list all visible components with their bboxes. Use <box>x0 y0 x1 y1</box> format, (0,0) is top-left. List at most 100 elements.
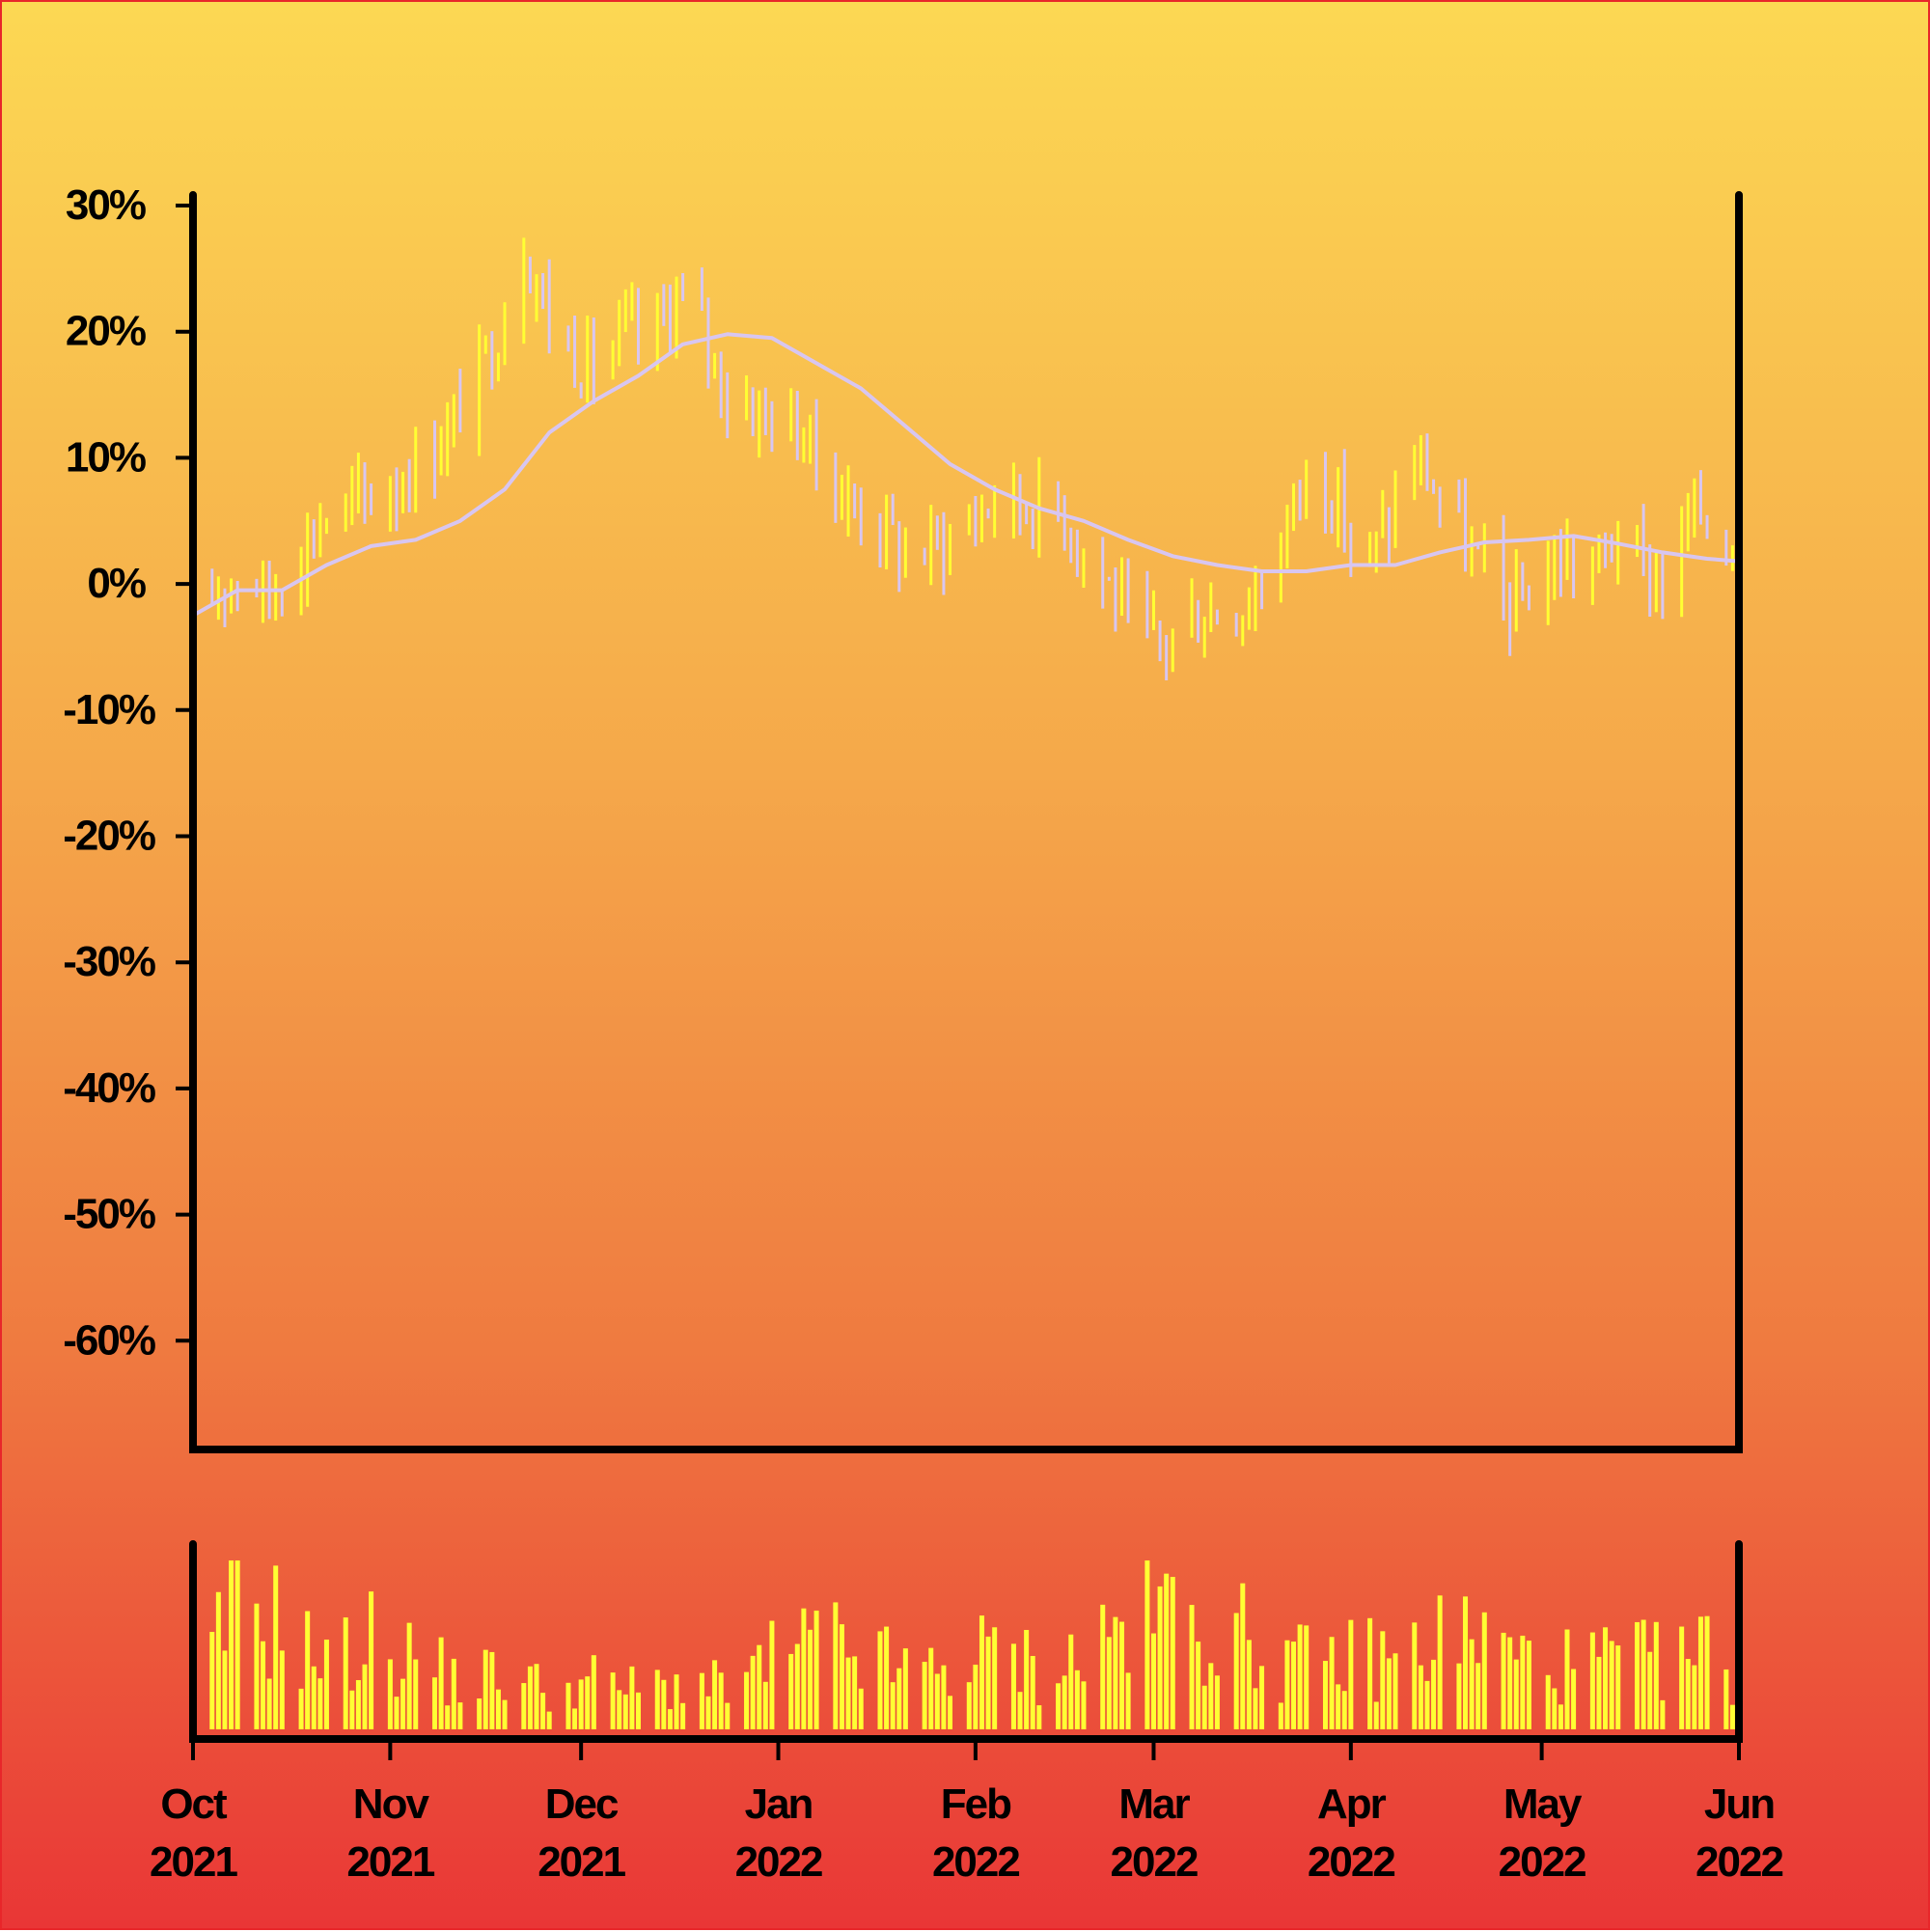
volume-bar <box>705 1696 711 1729</box>
volume-bar <box>750 1655 756 1729</box>
volume-bar <box>1589 1632 1595 1729</box>
volume-bar <box>209 1631 215 1729</box>
volume-bar <box>343 1617 348 1729</box>
volume-bar <box>1469 1639 1475 1729</box>
price-axis-frame <box>189 191 1743 1453</box>
volume-bar <box>852 1656 858 1729</box>
volume-bar <box>1036 1705 1042 1729</box>
volume-bar <box>1125 1672 1131 1729</box>
volume-bar <box>445 1705 451 1729</box>
volume-bar <box>387 1659 393 1729</box>
volume-bar <box>1685 1659 1691 1729</box>
x-tick-label-month: Jan <box>745 1780 813 1828</box>
volume-bar <box>890 1682 896 1729</box>
volume-bar <box>1201 1685 1207 1729</box>
volume-bar <box>279 1650 285 1729</box>
volume-bar <box>1253 1688 1258 1729</box>
volume-bar <box>495 1689 501 1729</box>
volume-bar <box>725 1702 731 1729</box>
volume-bar <box>1246 1640 1252 1729</box>
volume-bar <box>1463 1596 1469 1729</box>
volume-bar <box>400 1678 406 1729</box>
volume-bar <box>902 1648 908 1729</box>
volume-bar <box>273 1565 279 1729</box>
volume-bar <box>1380 1631 1386 1729</box>
volume-bar <box>572 1708 578 1729</box>
volume-bar <box>1062 1675 1067 1729</box>
volume-bar <box>896 1668 902 1729</box>
price-bars-group <box>191 237 1741 681</box>
volume-bar <box>1329 1637 1335 1729</box>
volume-bar <box>877 1631 883 1729</box>
volume-bar <box>1074 1670 1080 1729</box>
volume-bar <box>973 1664 979 1729</box>
volume-bar <box>979 1615 984 1729</box>
volume-bar <box>1170 1577 1175 1729</box>
volume-bar <box>1635 1621 1640 1729</box>
volume-bar <box>833 1602 839 1729</box>
volume-bar <box>635 1692 641 1729</box>
y-tick-label: 30% <box>66 181 146 229</box>
volume-bar <box>610 1672 616 1729</box>
volume-bar <box>451 1658 456 1729</box>
volume-bar <box>298 1688 304 1729</box>
volume-bar <box>1240 1583 1246 1729</box>
volume-bar <box>718 1672 724 1729</box>
volume-bar <box>1723 1669 1729 1729</box>
volume-bar <box>1647 1651 1653 1729</box>
volume-bar <box>1603 1627 1609 1729</box>
y-tick-label: -60% <box>63 1316 155 1364</box>
volume-bar <box>654 1670 660 1729</box>
volume-bar <box>1373 1701 1379 1729</box>
volume-bar <box>948 1696 953 1729</box>
volume-bar <box>1017 1692 1023 1729</box>
volume-bar <box>1609 1641 1614 1729</box>
x-tick-label-year: 2022 <box>1499 1838 1585 1886</box>
volume-bar <box>432 1677 438 1729</box>
volume-bar <box>1679 1626 1685 1729</box>
volume-axis-frame <box>189 1540 1743 1743</box>
volume-bar <box>839 1624 844 1729</box>
y-tick-label: -10% <box>63 686 155 733</box>
y-tick-label: -50% <box>63 1191 155 1238</box>
volume-bar <box>788 1653 794 1729</box>
volume-bar <box>311 1666 317 1729</box>
y-tick-label: 0% <box>87 560 145 607</box>
volume-bar <box>1164 1573 1170 1729</box>
volume-bar <box>1024 1630 1030 1729</box>
volume-bar <box>1424 1680 1430 1729</box>
volume-bar <box>1545 1674 1551 1729</box>
volume-bar <box>769 1620 775 1729</box>
volume-bar <box>1336 1684 1341 1729</box>
volume-bar <box>1660 1699 1666 1729</box>
volume-bar <box>813 1610 819 1729</box>
volume-bar <box>1456 1663 1462 1729</box>
volume-bar <box>1367 1617 1373 1729</box>
volume-bar <box>1284 1640 1290 1729</box>
volume-bar <box>540 1693 546 1729</box>
volume-bar <box>1208 1663 1214 1729</box>
volume-bar <box>261 1641 266 1729</box>
volume-bar <box>674 1674 679 1729</box>
y-tick-label: -20% <box>63 813 155 860</box>
y-tick-label: 20% <box>66 308 146 355</box>
volume-bar <box>629 1666 635 1729</box>
volume-bar <box>457 1702 463 1729</box>
volume-bar <box>502 1699 508 1729</box>
volume-bar <box>928 1647 934 1729</box>
volume-bar <box>617 1690 622 1729</box>
volume-bar <box>482 1649 488 1729</box>
volume-bar <box>1119 1621 1125 1729</box>
volume-bar <box>680 1702 686 1729</box>
volume-bar <box>1564 1629 1570 1729</box>
volume-bar <box>527 1666 533 1729</box>
volume-bar <box>323 1639 329 1729</box>
volume-bar <box>1507 1637 1513 1729</box>
volume-bar <box>1475 1663 1481 1729</box>
axes-group <box>176 191 1743 1760</box>
x-tick-label-year: 2022 <box>1696 1838 1782 1886</box>
volume-bar <box>1431 1659 1437 1729</box>
volume-bar <box>234 1560 240 1729</box>
volume-bar <box>762 1681 768 1729</box>
